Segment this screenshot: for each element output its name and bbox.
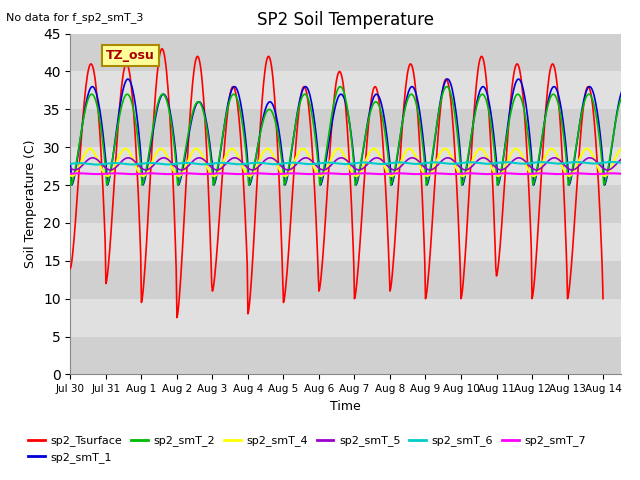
Line: sp2_smT_4: sp2_smT_4: [70, 149, 621, 176]
sp2_smT_1: [618, 89, 625, 95]
sp2_Tsurface: [367, 96, 375, 101]
sp2_smT_1: [246, 182, 253, 188]
sp2_smT_7: [618, 171, 625, 177]
sp2_smT_1: [124, 76, 132, 82]
sp2_smT_4: [389, 173, 397, 179]
Bar: [70, 147, 621, 185]
Line: sp2_smT_2: sp2_smT_2: [70, 86, 621, 185]
sp2_smT_4: [86, 146, 93, 152]
sp2_smT_7: [67, 171, 74, 177]
sp2_smT_5: [447, 156, 455, 162]
Text: No data for f_sp2_smT_3: No data for f_sp2_smT_3: [6, 12, 144, 23]
sp2_smT_5: [419, 162, 426, 168]
Line: sp2_smT_1: sp2_smT_1: [70, 79, 621, 185]
Bar: [70, 299, 621, 336]
sp2_smT_6: [187, 160, 195, 166]
sp2_smT_2: [618, 95, 625, 100]
Bar: [70, 261, 621, 299]
sp2_Tsurface: [495, 258, 502, 264]
Bar: [70, 336, 621, 374]
sp2_smT_6: [608, 159, 616, 165]
sp2_Tsurface: [67, 265, 74, 271]
sp2_smT_2: [419, 141, 426, 146]
Bar: [70, 34, 621, 72]
sp2_smT_4: [618, 146, 625, 152]
sp2_smT_4: [447, 154, 455, 159]
sp2_smT_2: [67, 171, 74, 177]
sp2_smT_2: [447, 93, 455, 98]
sp2_smT_5: [497, 167, 504, 173]
sp2_smT_6: [67, 161, 74, 167]
sp2_smT_7: [419, 171, 426, 177]
sp2_smT_1: [187, 120, 195, 126]
sp2_smT_6: [495, 160, 503, 166]
Legend: sp2_Tsurface, sp2_smT_1, sp2_smT_2, sp2_smT_4, sp2_smT_5, sp2_smT_6, sp2_smT_7: sp2_Tsurface, sp2_smT_1, sp2_smT_2, sp2_…: [24, 431, 590, 468]
sp2_smT_5: [618, 156, 625, 162]
Line: sp2_Tsurface: sp2_Tsurface: [70, 49, 603, 318]
sp2_smT_2: [337, 84, 344, 89]
Bar: [70, 72, 621, 109]
sp2_Tsurface: [388, 280, 396, 286]
sp2_smT_4: [369, 146, 377, 152]
sp2_Tsurface: [446, 90, 454, 96]
Bar: [70, 185, 621, 223]
Bar: [70, 109, 621, 147]
sp2_smT_7: [497, 170, 504, 176]
sp2_smT_6: [418, 161, 426, 167]
sp2_smT_6: [388, 160, 396, 166]
Text: TZ_osu: TZ_osu: [106, 49, 155, 62]
sp2_Tsurface: [417, 168, 425, 174]
sp2_smT_6: [618, 160, 625, 166]
sp2_smT_1: [389, 178, 397, 184]
sp2_smT_7: [389, 170, 397, 176]
sp2_smT_2: [245, 182, 253, 188]
sp2_smT_1: [419, 131, 426, 136]
sp2_smT_1: [67, 161, 74, 167]
X-axis label: Time: Time: [330, 400, 361, 413]
sp2_smT_5: [369, 156, 377, 162]
sp2_smT_4: [67, 172, 74, 178]
Bar: [70, 223, 621, 261]
sp2_smT_7: [93, 171, 101, 177]
sp2_smT_1: [447, 83, 455, 89]
sp2_smT_6: [93, 162, 101, 168]
sp2_smT_7: [188, 170, 196, 176]
sp2_smT_7: [369, 171, 377, 177]
sp2_smT_2: [389, 176, 397, 181]
Line: sp2_smT_6: sp2_smT_6: [70, 162, 621, 165]
sp2_smT_2: [186, 120, 194, 126]
sp2_smT_4: [419, 169, 426, 175]
sp2_smT_1: [497, 175, 504, 180]
Title: SP2 Soil Temperature: SP2 Soil Temperature: [257, 11, 434, 29]
sp2_smT_6: [447, 161, 454, 167]
sp2_smT_4: [497, 172, 504, 178]
sp2_smT_7: [76, 170, 83, 176]
Line: sp2_smT_5: sp2_smT_5: [70, 158, 621, 170]
sp2_smT_6: [369, 160, 376, 166]
sp2_smT_5: [89, 155, 97, 161]
sp2_Tsurface: [186, 110, 194, 116]
sp2_smT_5: [71, 167, 79, 173]
sp2_smT_1: [369, 96, 377, 102]
sp2_smT_2: [369, 102, 377, 108]
sp2_smT_5: [188, 159, 196, 165]
sp2_smT_4: [68, 173, 76, 179]
sp2_smT_4: [188, 150, 196, 156]
sp2_smT_2: [497, 172, 504, 178]
sp2_smT_5: [67, 165, 74, 171]
sp2_smT_5: [389, 167, 397, 173]
sp2_smT_7: [447, 171, 455, 177]
Line: sp2_smT_7: sp2_smT_7: [70, 173, 621, 174]
Y-axis label: Soil Temperature (C): Soil Temperature (C): [24, 140, 38, 268]
